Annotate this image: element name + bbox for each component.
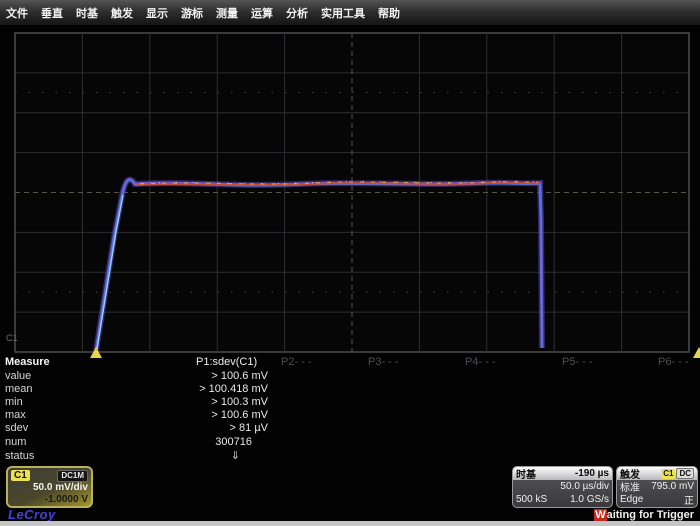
trigger-descriptor[interactable]: 触发 C1 DC 标准 795.0 mV Edge 正	[616, 466, 698, 508]
channel-c1-descriptor[interactable]: C1 DC1M 50.0 mV/div -1.0000 V	[6, 466, 93, 508]
channel-ghost-label: C1	[6, 333, 18, 343]
menu-file[interactable]: 文件	[6, 7, 28, 20]
trigger-slope: 正	[684, 496, 694, 507]
menu-utilities[interactable]: 实用工具	[321, 7, 365, 20]
measure-p6-header[interactable]: P6- - -	[658, 356, 689, 368]
trigger-position-marker-icon[interactable]	[90, 347, 102, 358]
measure-p3-header[interactable]: P3- - -	[368, 356, 399, 368]
channel-badge: C1	[11, 470, 30, 481]
measure-row-label: max	[5, 409, 26, 421]
channel-scale: 50.0 mV/div	[32, 482, 88, 493]
measure-row-value: > 81 µV	[229, 422, 268, 434]
measure-row-label: status	[5, 450, 35, 462]
trace-flat-core	[135, 181, 541, 186]
menu-vertical[interactable]: 垂直	[41, 7, 63, 20]
measure-row-label: min	[5, 396, 23, 408]
trace-c1	[93, 176, 545, 352]
menu-cursors[interactable]: 游标	[181, 7, 203, 20]
measure-row-value: > 100.418 mV	[199, 383, 268, 395]
trigger-edge-marker-icon[interactable]	[693, 347, 700, 358]
trace-rise-core	[96, 194, 124, 350]
measure-row-value: > 100.3 mV	[211, 396, 268, 408]
measure-row-label: num	[5, 436, 27, 448]
trigger-type: Edge	[620, 494, 644, 505]
menu-help[interactable]: 帮助	[378, 7, 400, 20]
timebase-title: 时基	[516, 470, 536, 481]
measure-row-label: sdev	[5, 422, 29, 434]
measure-p4-header[interactable]: P4- - -	[465, 356, 496, 368]
measure-title: Measure	[5, 356, 50, 368]
channel-offset: -1.0000 V	[44, 494, 88, 505]
menu-math[interactable]: 运算	[251, 7, 273, 20]
timebase-rate: 1.0 GS/s	[570, 494, 609, 505]
measure-row-value: 300716	[215, 436, 252, 448]
trigger-title: 触发	[620, 470, 640, 481]
measure-row-value: > 100.6 mV	[211, 370, 268, 382]
measure-row-value: > 100.6 mV	[211, 409, 268, 421]
menu-measure[interactable]: 测量	[216, 7, 238, 20]
status-rest: aiting for Trigger	[606, 509, 694, 521]
menu-trigger[interactable]: 触发	[111, 7, 133, 20]
lecroy-logo: LeCroy	[8, 507, 56, 522]
measure-status-arrow-icon: ⇓	[230, 450, 240, 462]
trigger-source-badge: C1	[661, 468, 676, 479]
status-first-letter: W	[594, 509, 607, 521]
timebase-descriptor[interactable]: 时基 -190 µs 50.0 µs/div 500 kS 1.0 GS/s	[512, 466, 613, 508]
measure-p2-header[interactable]: P2- - -	[281, 356, 312, 368]
menu-display[interactable]: 显示	[146, 7, 168, 20]
menu-timebase[interactable]: 时基	[76, 7, 98, 20]
acquisition-status: Waiting for Trigger	[594, 509, 694, 521]
measure-p1-header[interactable]: P1:sdev(C1)	[196, 356, 258, 368]
measure-p5-header[interactable]: P5- - -	[562, 356, 593, 368]
timebase-scale: 50.0 µs/div	[560, 481, 609, 492]
menu-bar: 文件 垂直 时基 触发 显示 游标 测量 运算 分析 实用工具 帮助	[0, 0, 700, 26]
measure-row-label: value	[5, 370, 32, 382]
timebase-position: -190 µs	[574, 468, 609, 479]
timebase-samples: 500 kS	[516, 494, 548, 505]
trigger-mode: 标准	[620, 483, 640, 494]
trigger-coupling-badge: DC	[676, 468, 694, 479]
bottom-strip	[0, 521, 700, 526]
menu-analysis[interactable]: 分析	[286, 7, 308, 20]
trigger-level: 795.0 mV	[651, 481, 694, 492]
measure-row-label: mean	[5, 383, 33, 395]
coupling-badge: DC1M	[57, 469, 88, 482]
